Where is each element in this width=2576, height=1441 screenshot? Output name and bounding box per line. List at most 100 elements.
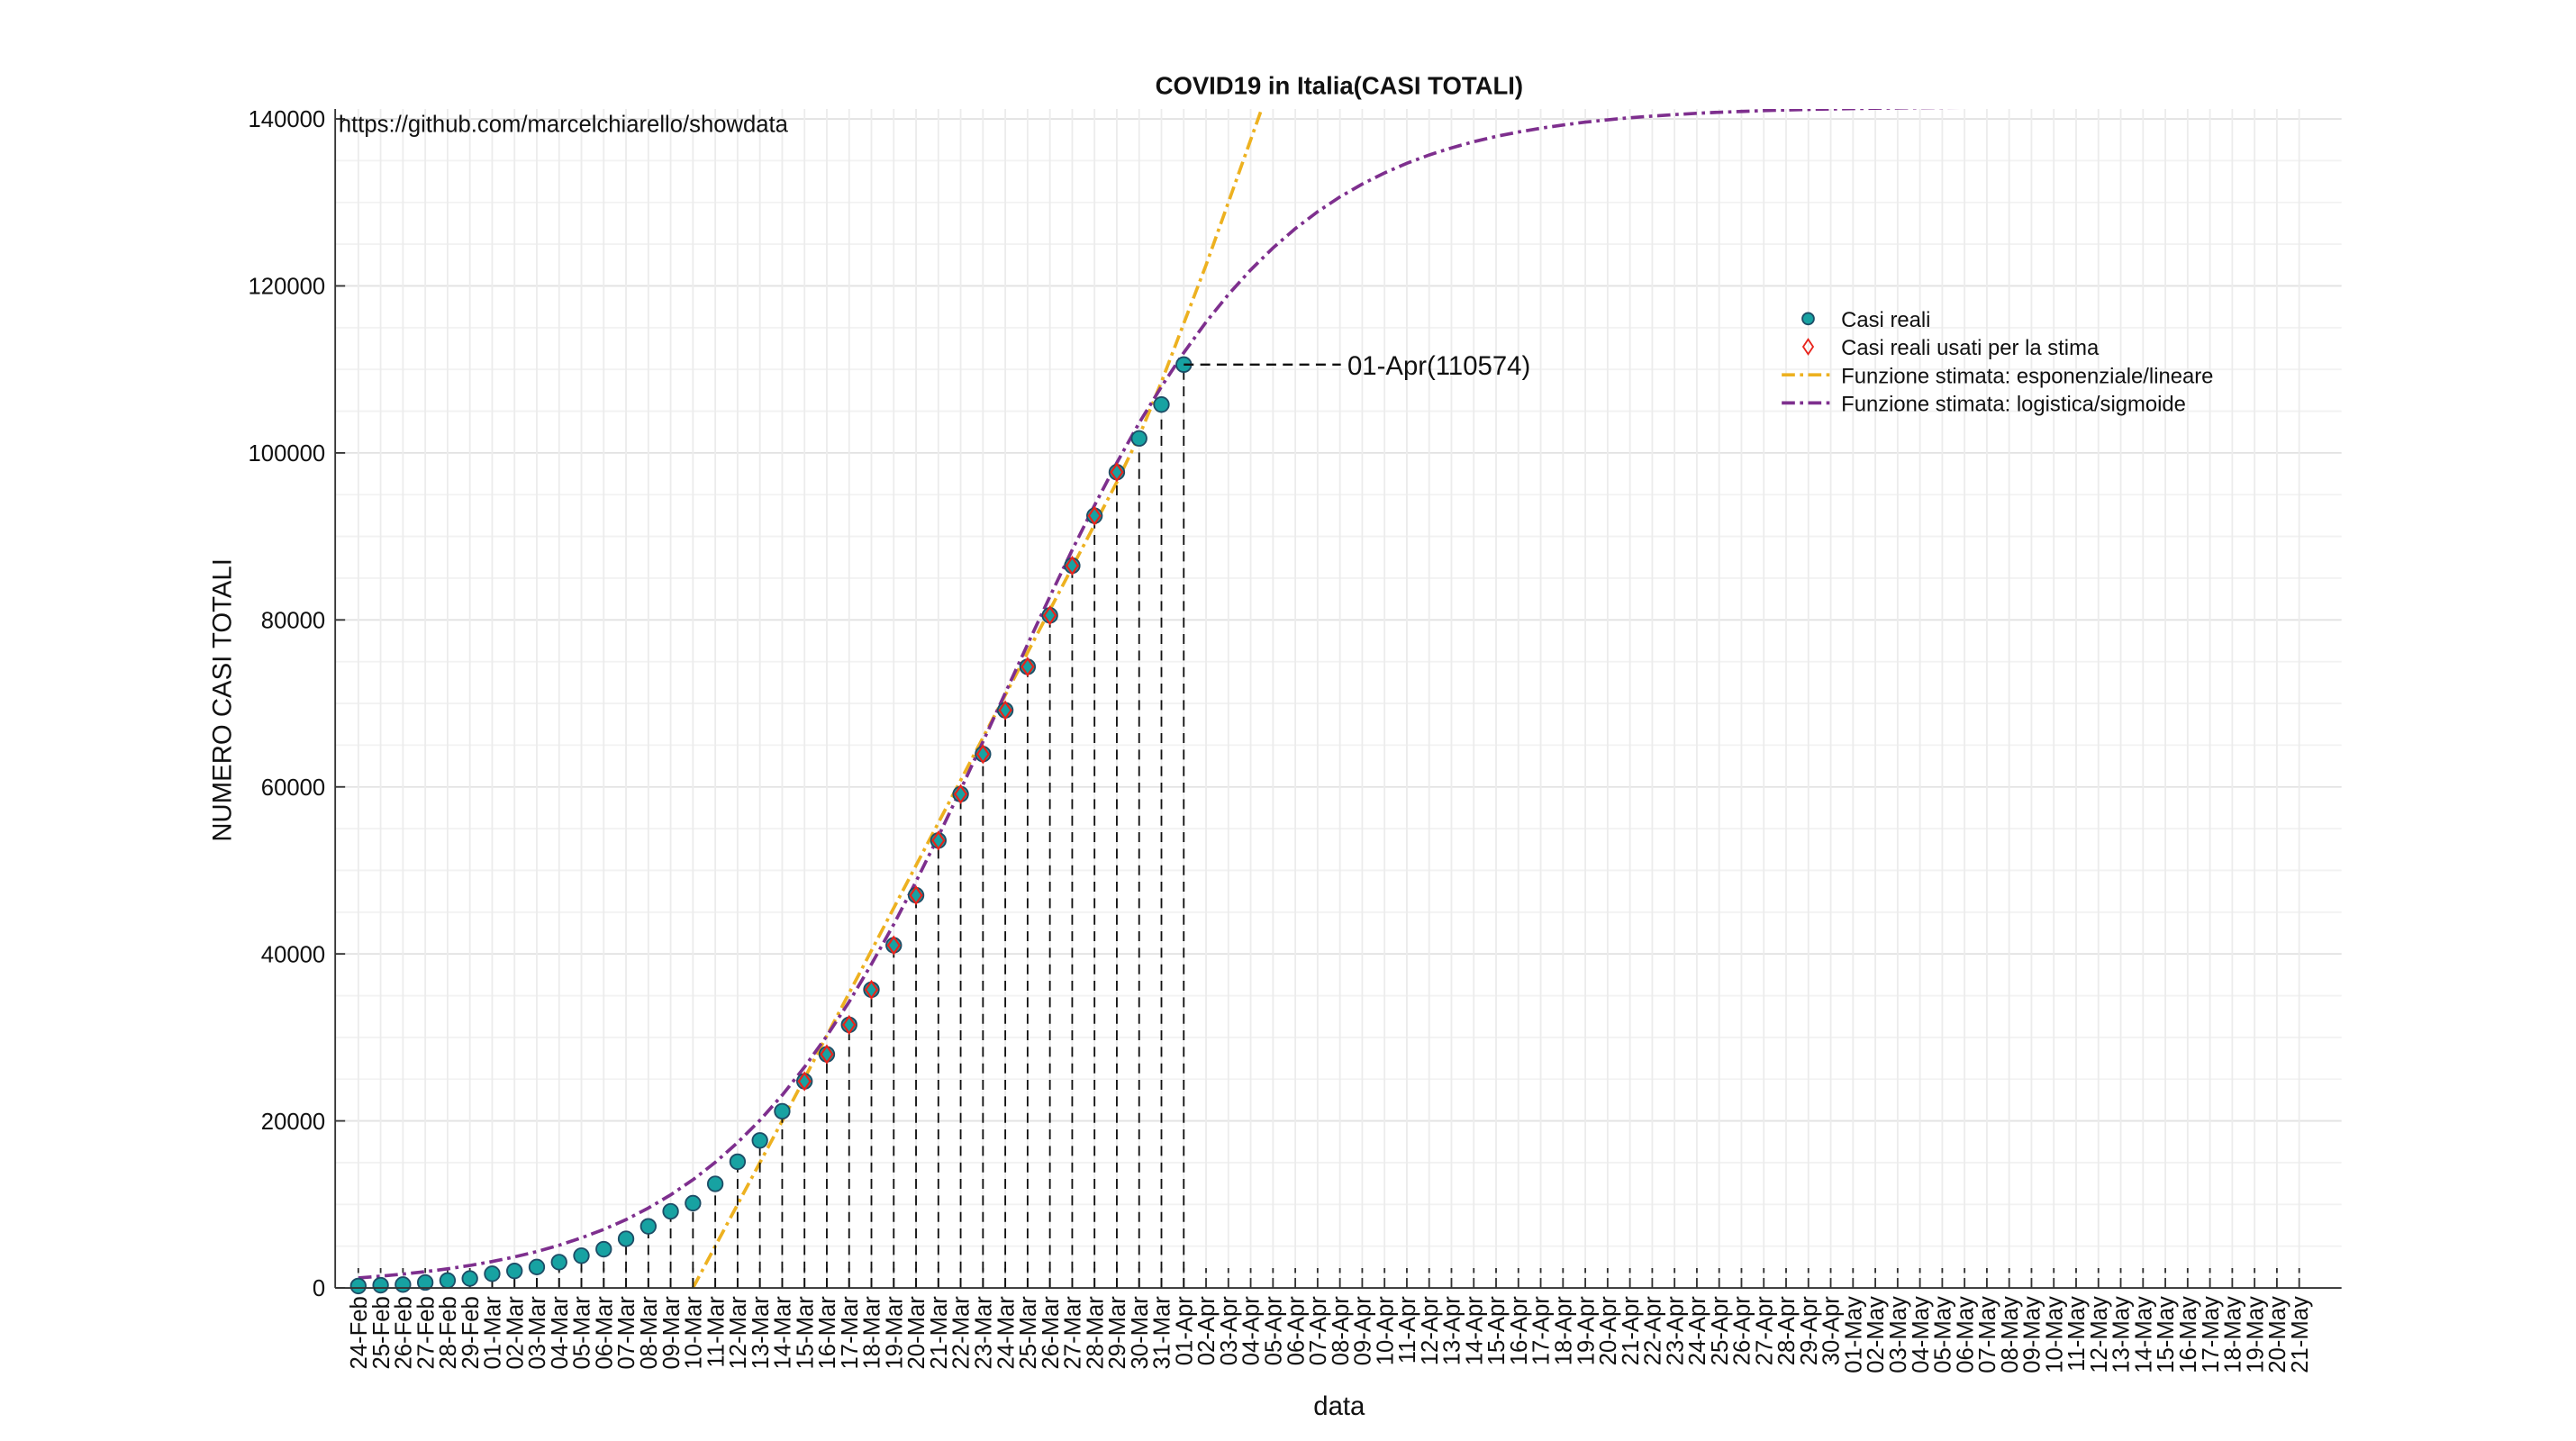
x-tick-label: 16-May — [2176, 1296, 2201, 1373]
data-point — [774, 1102, 791, 1120]
x-tick-label: 21-Apr — [1619, 1296, 1644, 1365]
x-tick-label: 21-Mar — [927, 1296, 952, 1370]
x-tick-label: 07-Mar — [614, 1296, 639, 1370]
data-point — [1130, 430, 1147, 447]
x-tick-label: 15-May — [2154, 1296, 2179, 1373]
x-tick-label: 28-Apr — [1774, 1296, 1800, 1365]
chart-title: COVID19 in Italia(CASI TOTALI) — [1156, 72, 1523, 100]
x-tick-label: 05-May — [1931, 1296, 1956, 1373]
x-tick-label: 15-Mar — [793, 1296, 818, 1370]
x-tick-label: 12-May — [2087, 1296, 2112, 1373]
x-tick-label: 04-Mar — [548, 1296, 573, 1370]
x-tick-label: 11-May — [2064, 1296, 2090, 1372]
y-tick-label: 100000 — [249, 441, 326, 467]
x-tick-label: 11-Mar — [703, 1296, 729, 1368]
estimate-point — [886, 935, 902, 956]
x-tick-label: 18-Apr — [1551, 1296, 1576, 1365]
legend-label: Funzione stimata: esponenziale/lineare — [1841, 364, 2213, 388]
x-tick-label: 01-Apr — [1172, 1296, 1197, 1365]
estimate-point — [1065, 555, 1080, 576]
x-tick-label: 30-Mar — [1128, 1296, 1153, 1370]
x-tick-label: 12-Apr — [1418, 1296, 1443, 1365]
data-point — [729, 1153, 747, 1171]
legend-marker — [1801, 312, 1815, 326]
x-tick-label: 16-Apr — [1507, 1296, 1532, 1365]
legend-label: Casi reali — [1841, 308, 1930, 332]
x-tick-label: 15-Apr — [1484, 1296, 1510, 1365]
series-line — [691, 109, 1264, 1289]
estimate-point — [1042, 605, 1057, 626]
x-tick-label: 30-Apr — [1819, 1296, 1845, 1365]
data-point — [372, 1276, 389, 1294]
x-tick-label: 22-Apr — [1641, 1296, 1666, 1365]
x-tick-label: 14-May — [2131, 1296, 2156, 1373]
plot-area — [335, 109, 2342, 1289]
x-tick-label: 31-Mar — [1150, 1296, 1175, 1370]
x-tick-label: 17-Apr — [1529, 1296, 1555, 1365]
data-point — [349, 1277, 367, 1295]
estimate-point — [1020, 657, 1035, 677]
legend-label: Funzione stimata: logistica/sigmoide — [1841, 393, 2186, 417]
x-tick-label: 25-Apr — [1708, 1296, 1733, 1365]
x-tick-label: 28-Feb — [436, 1296, 461, 1369]
data-point — [550, 1254, 567, 1271]
x-tick-label: 17-Mar — [838, 1296, 863, 1370]
x-tick-label: 20-May — [2265, 1296, 2290, 1373]
estimate-point — [1110, 462, 1124, 483]
x-tick-label: 11-Apr — [1395, 1296, 1420, 1364]
x-tick-label: 01-May — [1841, 1296, 1866, 1373]
y-tick-label: 60000 — [261, 775, 325, 801]
x-tick-label: 23-Mar — [972, 1296, 997, 1370]
x-tick-label: 19-Apr — [1574, 1296, 1599, 1365]
x-tick-label: 16-Mar — [815, 1296, 840, 1370]
y-tick-label: 20000 — [261, 1110, 325, 1135]
y-tick-label: 0 — [313, 1276, 325, 1301]
x-tick-label: 07-May — [1975, 1296, 2000, 1373]
estimate-point — [953, 784, 968, 804]
x-tick-label: 25-Feb — [369, 1296, 395, 1369]
legend-label: Casi reali usati per la stima — [1841, 336, 2100, 360]
estimate-point — [931, 830, 946, 851]
x-tick-label: 02-May — [1864, 1296, 1889, 1373]
x-tick-label: 03-Mar — [525, 1296, 550, 1370]
y-tick-label: 120000 — [249, 275, 326, 300]
x-tick-label: 03-Apr — [1217, 1296, 1242, 1365]
x-tick-label: 20-Apr — [1596, 1296, 1621, 1365]
x-tick-label: 09-Mar — [659, 1296, 685, 1370]
data-point — [506, 1262, 523, 1280]
data-point — [461, 1270, 478, 1287]
x-tick-label: 05-Mar — [570, 1296, 595, 1370]
x-tick-label: 14-Apr — [1462, 1296, 1487, 1365]
x-tick-label: 10-Mar — [682, 1296, 707, 1370]
estimate-point — [841, 1014, 857, 1036]
data-point — [595, 1240, 612, 1258]
x-tick-label: 24-Feb — [347, 1296, 372, 1369]
data-point — [439, 1272, 457, 1289]
x-tick-label: 20-Mar — [904, 1296, 930, 1370]
data-point — [639, 1218, 657, 1235]
x-tick-label: 29-Feb — [458, 1296, 484, 1369]
data-point — [662, 1202, 679, 1220]
data-point — [706, 1175, 724, 1192]
x-tick-label: 13-Mar — [748, 1296, 774, 1370]
x-tick-label: 13-Apr — [1440, 1296, 1465, 1365]
estimate-point — [820, 1044, 834, 1065]
x-tick-label: 25-Mar — [1016, 1296, 1041, 1370]
x-axis-label: data — [1313, 1391, 1365, 1421]
x-tick-label: 28-Mar — [1083, 1296, 1108, 1370]
x-tick-label: 26-Mar — [1039, 1296, 1064, 1370]
x-tick-label: 02-Mar — [503, 1296, 528, 1370]
x-tick-label: 27-Apr — [1752, 1296, 1777, 1365]
data-point — [484, 1265, 501, 1282]
data-point — [416, 1273, 434, 1291]
data-point — [751, 1132, 768, 1149]
x-tick-label: 06-Mar — [592, 1296, 617, 1370]
x-tick-label: 10-May — [2042, 1296, 2067, 1373]
x-tick-label: 07-Apr — [1306, 1296, 1331, 1365]
y-tick-label: 80000 — [261, 608, 325, 633]
y-tick-label: 140000 — [249, 107, 326, 132]
x-tick-label: 06-Apr — [1283, 1296, 1309, 1365]
x-tick-label: 27-Feb — [413, 1296, 439, 1369]
annotation: 01-Apr(110574) — [1347, 351, 1530, 381]
